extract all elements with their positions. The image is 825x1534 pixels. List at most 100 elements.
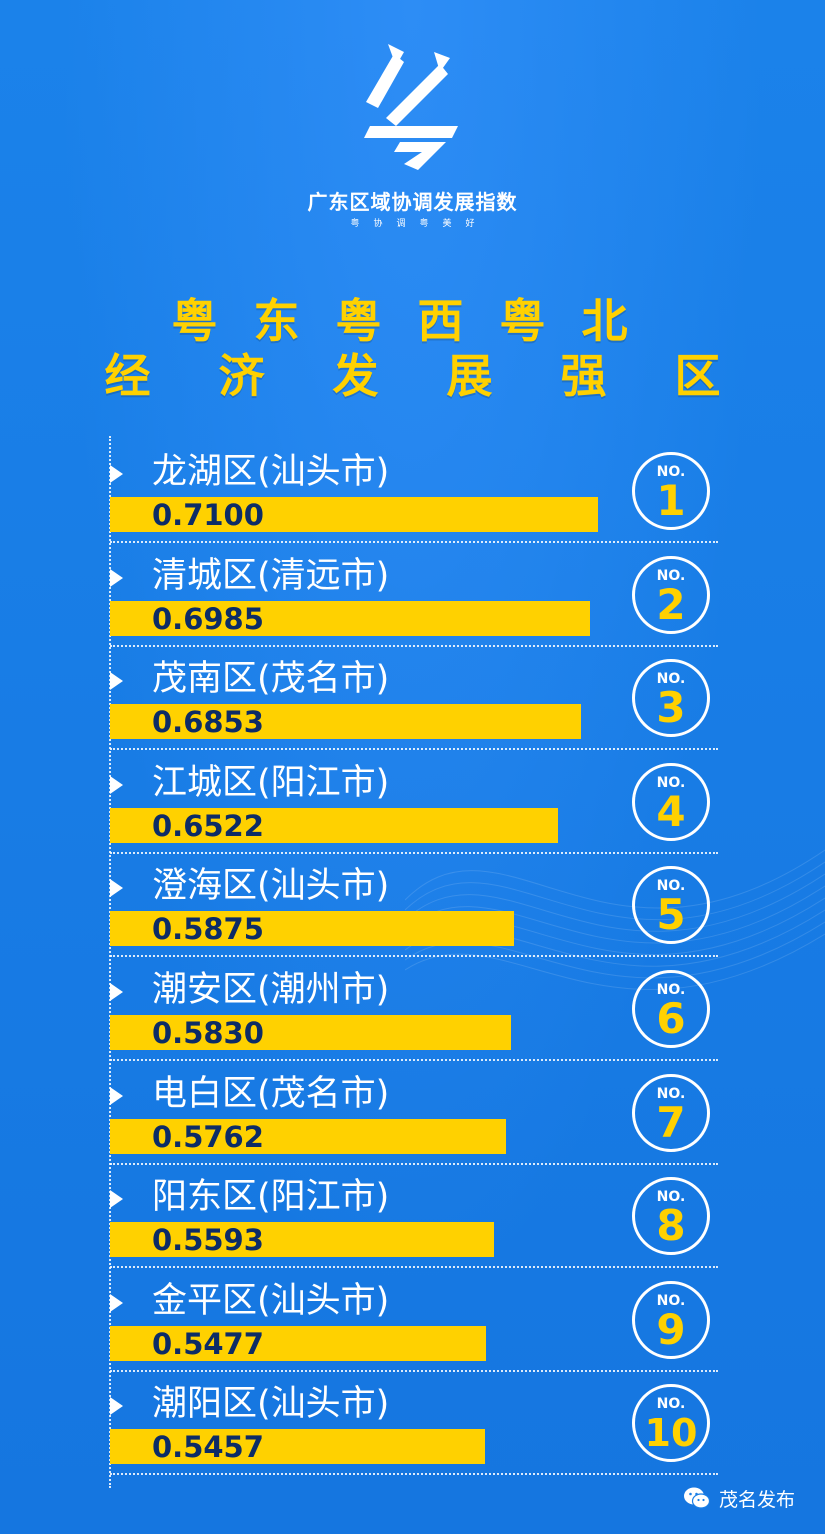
rank-number: 7 [656,1097,686,1147]
play-triangle-icon [110,1293,123,1312]
play-triangle-icon [110,775,123,794]
rank-number: 6 [656,994,686,1043]
rank-badge: NO. 9 [632,1280,710,1359]
brand-title: 广东区域协调发展指数 [307,190,518,214]
rank-no-label: NO. [656,1396,686,1413]
bar [110,1429,486,1465]
rank-number: 9 [656,1304,686,1354]
row-separator [110,1162,718,1165]
district-label: 龙湖区(汕头市) [152,452,390,492]
play-triangle-icon [110,1086,123,1105]
play-triangle-icon [110,672,123,691]
rank-no-label: NO. [656,1189,686,1206]
rank-no-label: NO. [656,671,686,688]
bar [110,807,559,843]
row-separator [110,1473,718,1476]
play-triangle-icon [110,1397,123,1416]
chart-axis-dotted-line [109,436,111,1488]
rank-no-label: NO. [656,567,686,584]
bar [110,1222,495,1258]
ranking-entry: 澄海区(汕头市) 0.5875 NO. 5 [0,854,825,958]
rank-number: 8 [656,1201,686,1251]
bar-value-label: 0.5875 [152,912,264,947]
rank-no-label: NO. [656,878,686,895]
rank-badge: NO. 10 [632,1384,710,1463]
brand-subtitle: 粤协调粤美好 [350,219,489,229]
ranking-entry: 清城区(清远市) 0.6985 NO. 2 [0,544,825,648]
bar-value-label: 0.6853 [152,705,264,740]
bar [110,704,582,740]
bar-value-label: 0.5477 [152,1326,264,1361]
rank-number: 2 [656,579,686,629]
row-separator [110,541,718,543]
rank-number: 10 [644,1411,698,1456]
rank-no-label: NO. [656,1292,686,1309]
bar [110,600,591,636]
rank-badge: NO. 7 [632,1073,710,1152]
ranking-entry: 电白区(茂名市) 0.5762 NO. 7 [0,1062,825,1166]
row-separator [110,1266,718,1269]
rank-no-label: NO. [656,982,686,998]
district-label: 江城区(阳江市) [152,762,390,803]
rank-no-label: NO. [656,1085,686,1102]
district-label: 澄海区(汕头市) [152,866,390,907]
play-triangle-icon [110,465,123,483]
district-label: 茂南区(茂名市) [152,659,390,700]
district-label: 阳东区(阳江市) [152,1177,390,1218]
district-label: 电白区(茂名市) [152,1073,390,1114]
rank-no-label: NO. [656,774,686,791]
bar-value-label: 0.6522 [152,808,264,843]
row-separator [110,1369,718,1372]
ranking-entry: 龙湖区(汕头市) 0.7100 NO. 1 [0,440,825,544]
rank-number: 1 [656,476,686,525]
row-separator [110,644,718,647]
bar [110,497,598,532]
brand-logo [364,44,458,170]
page-heading-line2: 经济发展强区 [104,349,789,403]
rank-badge: NO. 5 [632,866,710,945]
row-separator [110,851,718,854]
ranking-entry: 潮阳区(汕头市) 0.5457 NO. 10 [0,1372,825,1476]
district-label: 潮阳区(汕头市) [152,1384,390,1425]
bar-value-label: 0.5830 [152,1016,264,1050]
district-label: 清城区(清远市) [152,555,390,596]
rank-number: 3 [656,683,686,733]
rank-number: 4 [656,786,686,836]
rank-badge: NO. 8 [632,1177,710,1256]
bar-value-label: 0.7100 [152,498,264,532]
rank-badge: NO. 6 [632,970,710,1048]
watermark-text: 茂名发布 [719,1488,796,1511]
district-label: 金平区(汕头市) [152,1280,390,1321]
bar [110,1118,507,1154]
bar [110,911,514,947]
play-triangle-icon [110,879,123,898]
bar [110,1325,487,1361]
ranking-entry: 金平区(汕头市) 0.5477 NO. 9 [0,1269,825,1373]
wechat-icon [684,1487,711,1509]
bar-value-label: 0.6985 [152,601,264,636]
rank-number: 5 [656,890,686,940]
bar-value-label: 0.5762 [152,1119,264,1154]
play-triangle-icon [110,1190,123,1209]
ranking-entry: 江城区(阳江市) 0.6522 NO. 4 [0,751,825,855]
ranking-entry: 潮安区(潮州市) 0.5830 NO. 6 [0,958,825,1062]
page-heading-line1: 粤东粤西粤北 [171,294,664,348]
bar-value-label: 0.5457 [152,1430,264,1465]
bar [110,1015,511,1050]
bar-value-label: 0.5593 [152,1223,264,1258]
rank-badge: NO. 4 [632,762,710,841]
row-separator [110,955,718,958]
rank-badge: NO. 1 [632,452,710,530]
rank-no-label: NO. [656,464,686,480]
rank-badge: NO. 3 [632,659,710,738]
row-separator [110,1059,718,1061]
ranking-entry: 阳东区(阳江市) 0.5593 NO. 8 [0,1165,825,1269]
district-label: 潮安区(潮州市) [152,970,390,1010]
rank-badge: NO. 2 [632,555,710,634]
row-separator [110,748,718,751]
ranking-entry: 茂南区(茂名市) 0.6853 NO. 3 [0,647,825,751]
play-triangle-icon [110,983,123,1001]
watermark: 茂名发布 [683,1484,795,1512]
play-triangle-icon [110,568,123,587]
